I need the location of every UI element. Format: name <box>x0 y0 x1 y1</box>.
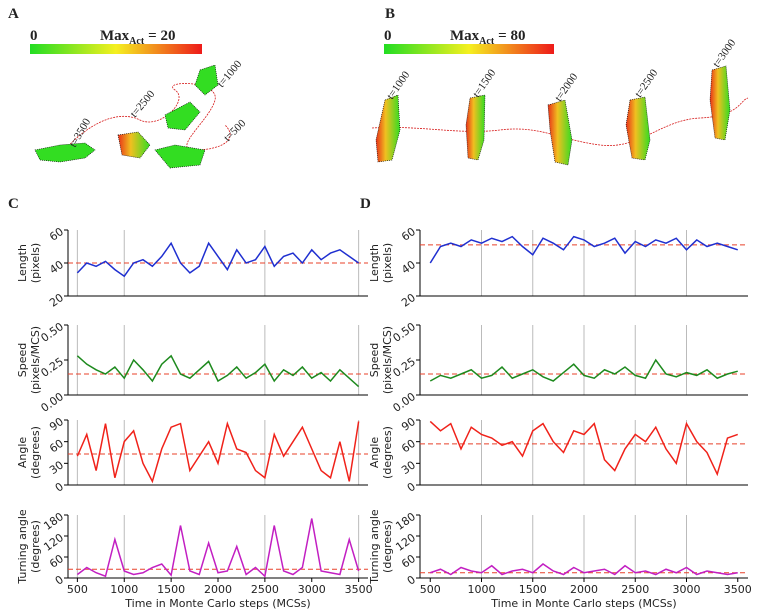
colorbar-max-eq: = 80 <box>498 28 525 44</box>
y-axis-label: Angle <box>368 437 381 469</box>
x-tick-label: 500 <box>67 583 88 596</box>
y-tick-label: 60 <box>47 225 66 244</box>
data-line <box>429 358 738 382</box>
y-axis-label: Turning angle <box>16 509 29 585</box>
x-axis-label: Time in Monte Carlo steps (MCSs) <box>124 597 310 610</box>
y-tick-label: 30 <box>399 458 418 477</box>
x-tick-label: 1500 <box>519 583 547 596</box>
x-tick-label: 1000 <box>468 583 496 596</box>
panel-label: A <box>8 6 19 22</box>
data-line <box>430 563 738 576</box>
time-label: t=2500 <box>633 67 661 100</box>
y-tick-label: 0 <box>53 573 66 588</box>
panel-label: D <box>360 196 371 212</box>
y-axis-label: (degrees) <box>381 520 394 573</box>
colorbar-max-eq: = 20 <box>148 28 175 44</box>
y-axis-label: Speed <box>368 343 381 377</box>
x-tick-label: 3500 <box>345 583 373 596</box>
y-axis-label: (degrees) <box>381 426 394 479</box>
y-axis-label: (pixels/MCS) <box>29 326 42 394</box>
colorbar-max-sub: Act <box>129 36 145 47</box>
y-tick-label: 20 <box>399 291 418 310</box>
y-tick-label: 120 <box>41 531 66 554</box>
data-line <box>429 235 738 264</box>
y-tick-label: 0.50 <box>390 320 418 345</box>
colorbar-max: MaxAct = 80 <box>450 28 525 47</box>
time-label: t=2000 <box>553 71 581 104</box>
x-tick-label: 3000 <box>298 583 326 596</box>
data-line <box>76 241 360 278</box>
y-axis-label: Speed <box>16 343 29 377</box>
x-tick-label: 2500 <box>251 583 279 596</box>
y-tick-label: 120 <box>393 531 418 554</box>
y-tick-label: 30 <box>47 458 66 477</box>
panel-label: B <box>385 6 395 22</box>
x-tick-label: 3000 <box>673 583 701 596</box>
colorbar-max-sub: Act <box>479 36 495 47</box>
y-tick-label: 180 <box>41 510 66 533</box>
x-tick-label: 2000 <box>204 583 232 596</box>
y-axis-label: (pixels/MCS) <box>381 326 394 394</box>
y-axis-label: (pixels) <box>381 243 394 283</box>
colorbar-min: 0 <box>30 28 38 44</box>
x-tick-label: 3500 <box>724 583 752 596</box>
y-tick-label: 0.50 <box>38 320 66 345</box>
colorbar <box>384 44 554 54</box>
x-tick-label: 2000 <box>570 583 598 596</box>
y-tick-label: 40 <box>47 258 66 277</box>
y-tick-label: 60 <box>47 552 66 571</box>
colorbar <box>30 44 202 54</box>
y-axis-label: (degrees) <box>29 520 42 573</box>
y-tick-label: 0.25 <box>38 355 66 380</box>
y-axis-label: Angle <box>16 437 29 469</box>
y-axis-label: Length <box>368 244 381 282</box>
data-line <box>76 354 360 388</box>
y-tick-label: 60 <box>399 225 418 244</box>
x-axis-label: Time in Monte Carlo steps (MCSs) <box>490 597 676 610</box>
y-axis-label: (pixels) <box>29 243 42 283</box>
time-label: t=1000 <box>215 58 245 90</box>
cell-shapes <box>375 65 731 166</box>
colorbar-max: MaxAct = 20 <box>100 28 175 47</box>
colorbar-max-text: Max <box>450 28 480 44</box>
y-tick-label: 40 <box>399 258 418 277</box>
y-tick-label: 20 <box>47 291 66 310</box>
y-tick-label: 0 <box>405 573 418 588</box>
panel-label: C <box>8 196 19 212</box>
y-tick-label: 0.00 <box>390 390 418 415</box>
y-tick-label: 0.25 <box>390 355 418 380</box>
x-tick-label: 1500 <box>157 583 185 596</box>
x-tick-label: 500 <box>420 583 441 596</box>
cell-shapes <box>34 64 219 169</box>
y-tick-label: 90 <box>399 415 418 434</box>
time-label: t=3000 <box>711 37 739 70</box>
y-axis-label: Turning angle <box>368 509 381 585</box>
x-tick-label: 1000 <box>110 583 138 596</box>
y-axis-label: (degrees) <box>29 426 42 479</box>
colorbar-min: 0 <box>384 28 392 44</box>
data-line <box>429 420 738 477</box>
time-label: t=1000 <box>385 69 413 102</box>
time-label: t=2500 <box>128 88 158 120</box>
colorbar-max-text: Max <box>100 28 130 44</box>
data-line <box>76 421 360 484</box>
y-tick-label: 0 <box>405 480 418 495</box>
time-label: t=500 <box>222 117 249 144</box>
y-tick-label: 0 <box>53 480 66 495</box>
y-tick-label: 60 <box>47 437 66 456</box>
y-tick-label: 0.00 <box>38 390 66 415</box>
y-tick-label: 60 <box>399 552 418 571</box>
data-line <box>76 518 360 578</box>
time-label: t=3500 <box>67 116 93 150</box>
y-axis-label: Length <box>16 244 29 282</box>
x-tick-label: 2500 <box>621 583 649 596</box>
y-tick-label: 60 <box>399 437 418 456</box>
y-tick-label: 90 <box>47 415 66 434</box>
y-tick-label: 180 <box>393 510 418 533</box>
